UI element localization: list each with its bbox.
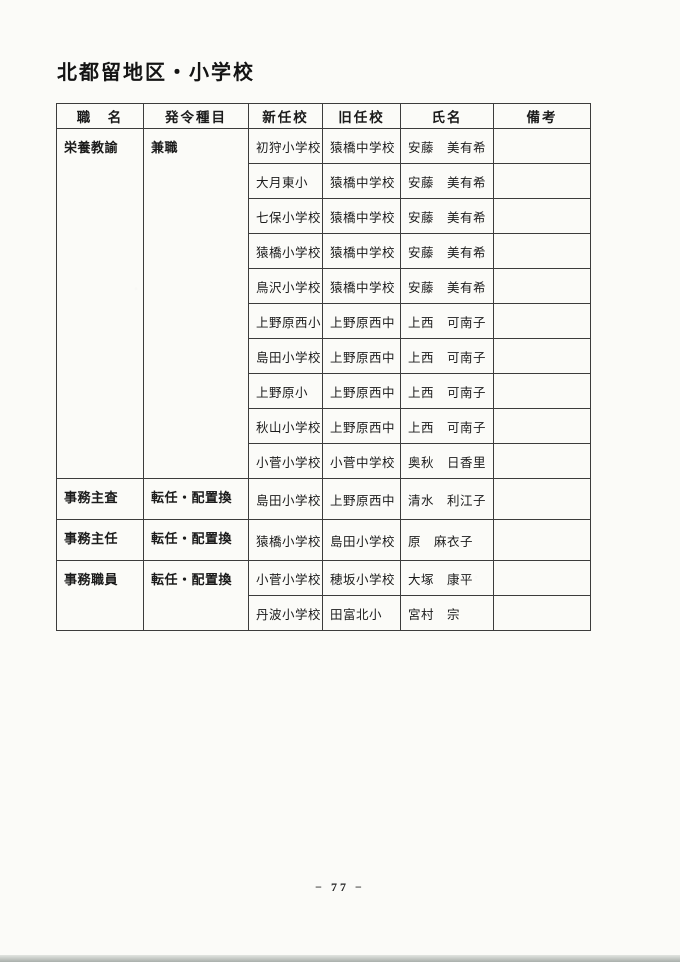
name-cell: 奥秋 日香里 [400, 443, 494, 479]
remarks-cell [493, 268, 591, 304]
old-school-cell: 上野原西中 [322, 373, 401, 409]
remarks-cell [493, 595, 591, 631]
remarks-cell [493, 338, 591, 374]
new-school-cell: 上野原小 [248, 373, 323, 409]
new-school-cell: 島田小学校 [248, 338, 323, 374]
position-cell: 事務主任 [56, 519, 144, 561]
header-cell: 職 名 [56, 103, 144, 129]
old-school-cell: 猿橋中学校 [322, 198, 401, 234]
old-school-cell: 穂坂小学校 [322, 560, 401, 596]
name-cell: 上西 可南子 [400, 338, 494, 374]
table-row: 七保小学校 猿橋中学校 安藤 美有希 [57, 198, 591, 234]
header-cell: 備考 [493, 103, 591, 129]
remarks-cell [493, 373, 591, 409]
header-row: 職 名発令種目 新任校 旧任校 氏名 備考 [56, 103, 591, 129]
name-cell: 上西 可南子 [400, 373, 494, 409]
new-school-cell: 初狩小学校 [248, 128, 323, 164]
name-cell: 安藤 美有希 [400, 233, 494, 269]
old-school-cell: 上野原西中 [322, 338, 401, 374]
old-school-cell: 上野原西中 [322, 303, 401, 339]
remarks-cell [493, 128, 591, 164]
new-school-cell: 鳥沢小学校 [248, 268, 323, 304]
name-cell: 安藤 美有希 [400, 128, 494, 164]
new-school-cell: 小菅小学校 [248, 560, 323, 596]
page-number: − 77 − [315, 880, 365, 894]
name-cell: 安藤 美有希 [400, 268, 494, 304]
remarks-cell [493, 519, 591, 561]
name-cell: 宮村 宗 [400, 595, 494, 631]
table-row: 猿橋小学校 猿橋中学校 安藤 美有希 [57, 233, 591, 269]
header-cell: 旧任校 [322, 103, 401, 129]
position-cell: 栄養教諭 [56, 128, 144, 479]
remarks-cell [493, 560, 591, 596]
remarks-cell [493, 303, 591, 339]
old-school-cell: 上野原西中 [322, 478, 401, 520]
table-body: 栄養教諭 兼職 初狩小学校 猿橋中学校 安藤 美有希 大月東小 猿橋中学校 安藤 美有希 七保小… [56, 128, 591, 631]
remarks-cell [493, 478, 591, 520]
position-cell: 事務主査 [56, 478, 144, 520]
header-cell: 氏名 [400, 103, 494, 129]
new-school-cell: 猿橋小学校 [248, 519, 323, 561]
personnel-transfer-table: 職 名発令種目 新任校 旧任校 氏名 備考 栄養教諭 兼職 初狩小学校 猿橋中学校 安藤 美有希… [56, 103, 591, 631]
table-row: 島田小学校 上野原西中 上西 可南子 [57, 338, 591, 374]
table-row: 事務主査 転任・配置換 島田小学校 上野原西中 清水 利江子 [56, 478, 591, 520]
old-school-cell: 田富北小 [322, 595, 401, 631]
name-cell: 安藤 美有希 [400, 163, 494, 199]
name-cell: 上西 可南子 [400, 303, 494, 339]
table-row: 丹波小学校 田富北小 宮村 宗 [57, 595, 591, 631]
new-school-cell: 丹波小学校 [248, 595, 323, 631]
old-school-cell: 島田小学校 [322, 519, 401, 561]
remarks-cell [493, 233, 591, 269]
order-type-cell: 兼職 [143, 128, 249, 479]
table-row: 鳥沢小学校 猿橋中学校 安藤 美有希 [57, 268, 591, 304]
table-row: 栄養教諭 兼職 初狩小学校 猿橋中学校 安藤 美有希 [56, 128, 591, 479]
table-row: 事務主任 転任・配置換 猿橋小学校 島田小学校原 麻衣子 [56, 519, 591, 561]
order-type-cell: 転任・配置換 [143, 478, 249, 520]
name-cell: 清水 利江子 [400, 478, 494, 520]
new-school-cell: 島田小学校 [248, 478, 323, 520]
new-school-cell: 猿橋小学校 [248, 233, 323, 269]
table-header-row: 職 名発令種目 新任校 旧任校 氏名 備考 [56, 103, 591, 129]
scan-edge [0, 955, 680, 962]
order-type-cell: 転任・配置換 [143, 560, 249, 631]
old-school-cell: 猿橋中学校 [322, 268, 401, 304]
page-title: 北都留地区・小学校 [57, 62, 255, 84]
old-school-cell: 猿橋中学校 [322, 128, 401, 164]
name-cell: 上西 可南子 [400, 408, 494, 444]
new-school-cell: 秋山小学校 [248, 408, 323, 444]
order-type-cell: 転任・配置換 [143, 519, 249, 561]
remarks-cell [493, 163, 591, 199]
old-school-cell: 上野原西中 [322, 408, 401, 444]
new-school-cell: 大月東小 [248, 163, 323, 199]
new-school-cell: 七保小学校 [248, 198, 323, 234]
old-school-cell: 猿橋中学校 [322, 163, 401, 199]
remarks-cell [493, 198, 591, 234]
remarks-cell [493, 443, 591, 479]
table-row: 事務職員 転任・配置換 小菅小学校 穂坂小学校 大塚 康平 [56, 560, 591, 631]
old-school-cell: 小菅中学校 [322, 443, 401, 479]
name-cell: 大塚 康平 [400, 560, 494, 596]
header-cell: 発令種目 [143, 103, 249, 129]
new-school-cell: 小菅小学校 [248, 443, 323, 479]
old-school-cell: 猿橋中学校 [322, 233, 401, 269]
header-cell: 新任校 [248, 103, 323, 129]
position-cell: 事務職員 [56, 560, 144, 631]
remarks-cell [493, 408, 591, 444]
new-school-cell: 上野原西小 [248, 303, 323, 339]
table-row: 上野原西小 上野原西中 上西 可南子 [57, 303, 591, 339]
name-cell: 安藤 美有希 [400, 198, 494, 234]
name-cell: 原 麻衣子 [400, 519, 494, 561]
table-row: 大月東小 猿橋中学校 安藤 美有希 [57, 163, 591, 199]
